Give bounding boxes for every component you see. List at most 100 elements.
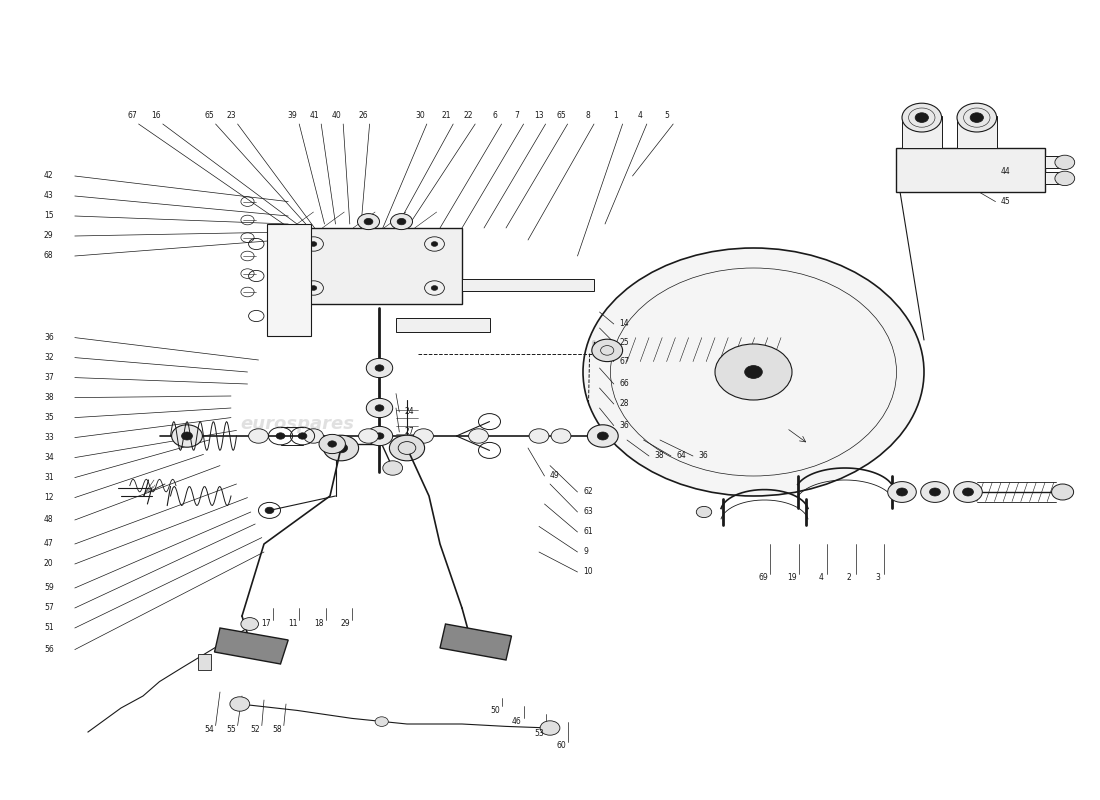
Bar xyxy=(902,116,942,148)
Text: 66: 66 xyxy=(619,379,629,389)
Text: 43: 43 xyxy=(44,191,54,201)
Circle shape xyxy=(319,434,345,454)
Text: 37: 37 xyxy=(44,373,54,382)
Circle shape xyxy=(957,103,997,132)
Text: 26: 26 xyxy=(359,111,367,121)
Circle shape xyxy=(431,242,438,246)
Text: 32: 32 xyxy=(44,353,54,362)
Circle shape xyxy=(551,429,571,443)
Circle shape xyxy=(930,488,940,496)
Circle shape xyxy=(328,441,337,447)
Text: 55: 55 xyxy=(227,725,235,734)
Text: 13: 13 xyxy=(535,111,543,121)
Text: 4: 4 xyxy=(638,111,642,121)
Text: 58: 58 xyxy=(273,725,282,734)
Text: 15: 15 xyxy=(44,211,54,221)
Circle shape xyxy=(389,435,425,461)
Circle shape xyxy=(469,429,488,443)
Text: 38: 38 xyxy=(654,451,664,461)
Circle shape xyxy=(390,214,412,230)
Text: 60: 60 xyxy=(557,741,565,750)
Text: 42: 42 xyxy=(44,171,54,181)
Text: 25: 25 xyxy=(619,338,629,347)
Bar xyxy=(198,654,211,670)
Text: 65: 65 xyxy=(557,111,565,121)
Text: 7: 7 xyxy=(515,111,519,121)
Circle shape xyxy=(896,488,907,496)
Circle shape xyxy=(540,721,560,735)
Circle shape xyxy=(375,405,384,411)
Text: 61: 61 xyxy=(583,527,593,537)
Bar xyxy=(896,148,1045,192)
Text: 38: 38 xyxy=(44,393,54,402)
Text: 16: 16 xyxy=(152,111,161,121)
Circle shape xyxy=(954,482,982,502)
Circle shape xyxy=(970,113,983,122)
Text: 41: 41 xyxy=(310,111,319,121)
Circle shape xyxy=(364,218,373,225)
Text: 29: 29 xyxy=(44,231,54,241)
Circle shape xyxy=(304,429,323,443)
Bar xyxy=(1045,172,1065,184)
Polygon shape xyxy=(440,624,512,660)
Circle shape xyxy=(529,429,549,443)
Text: 11: 11 xyxy=(288,619,297,629)
Text: 6: 6 xyxy=(493,111,497,121)
Text: 46: 46 xyxy=(513,717,521,726)
Circle shape xyxy=(249,429,268,443)
Circle shape xyxy=(1052,484,1074,500)
Text: 64: 64 xyxy=(676,451,686,461)
Circle shape xyxy=(397,218,406,225)
Circle shape xyxy=(265,507,274,514)
Circle shape xyxy=(902,103,942,132)
Text: 8: 8 xyxy=(585,111,590,121)
Text: 56: 56 xyxy=(44,645,54,654)
Circle shape xyxy=(230,697,250,711)
Circle shape xyxy=(888,482,916,502)
Bar xyxy=(957,116,997,148)
Text: 39: 39 xyxy=(288,111,297,121)
Text: 18: 18 xyxy=(315,619,323,629)
Text: 22: 22 xyxy=(464,111,473,121)
Circle shape xyxy=(583,248,924,496)
Circle shape xyxy=(358,214,379,230)
Text: eurospares: eurospares xyxy=(680,415,794,433)
Text: 48: 48 xyxy=(44,515,54,525)
Text: 3: 3 xyxy=(876,573,880,582)
Text: 57: 57 xyxy=(44,603,54,613)
Polygon shape xyxy=(214,628,288,664)
Text: 69: 69 xyxy=(759,573,768,582)
Text: 44: 44 xyxy=(1001,167,1011,177)
Text: 45: 45 xyxy=(1001,197,1011,206)
Text: 59: 59 xyxy=(44,583,54,593)
Text: 49: 49 xyxy=(550,471,560,481)
Circle shape xyxy=(696,506,712,518)
Text: 4: 4 xyxy=(818,573,823,582)
Text: 17: 17 xyxy=(262,619,271,629)
Circle shape xyxy=(398,442,416,454)
Bar xyxy=(462,278,594,291)
Text: 5: 5 xyxy=(664,111,669,121)
Text: 52: 52 xyxy=(251,725,260,734)
Circle shape xyxy=(597,432,608,440)
Text: 29: 29 xyxy=(341,619,350,629)
Circle shape xyxy=(962,488,974,496)
Text: 31: 31 xyxy=(44,473,54,482)
Text: 62: 62 xyxy=(583,487,593,497)
Circle shape xyxy=(366,358,393,378)
Circle shape xyxy=(298,433,307,439)
Text: 47: 47 xyxy=(44,539,54,549)
Text: 36: 36 xyxy=(698,451,708,461)
Text: 33: 33 xyxy=(44,433,54,442)
Text: 67: 67 xyxy=(128,111,136,121)
Text: 36: 36 xyxy=(44,333,54,342)
Circle shape xyxy=(241,618,258,630)
Text: 21: 21 xyxy=(442,111,451,121)
Text: 68: 68 xyxy=(44,251,54,261)
Circle shape xyxy=(182,432,192,440)
Circle shape xyxy=(921,482,949,502)
Circle shape xyxy=(276,433,285,439)
Text: 51: 51 xyxy=(44,623,54,633)
Bar xyxy=(1045,156,1065,168)
Text: 40: 40 xyxy=(332,111,341,121)
